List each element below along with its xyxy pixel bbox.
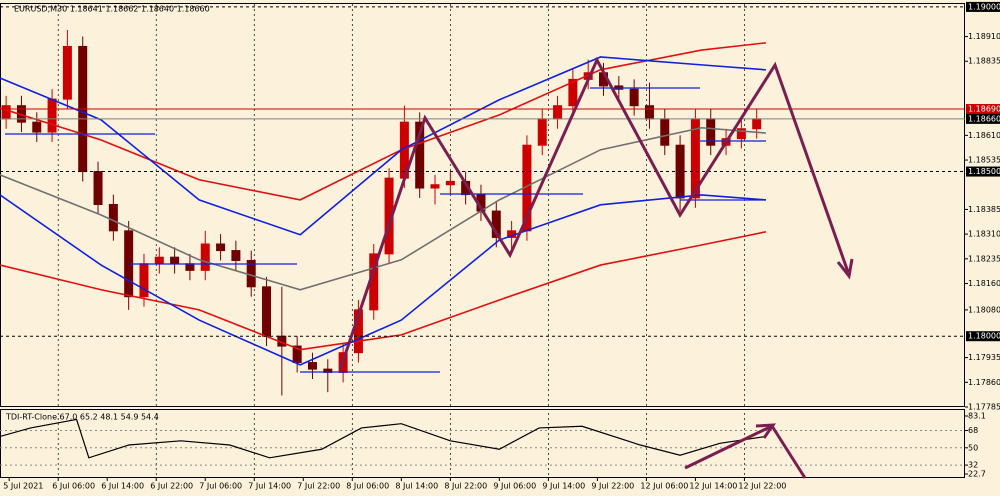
candle-body xyxy=(185,263,195,271)
price-tag xyxy=(966,331,1000,342)
x-tick-label: 7 Jul 22:00 xyxy=(297,482,340,491)
blue-levels xyxy=(5,87,766,373)
candle-body xyxy=(139,263,149,298)
candle-body xyxy=(415,121,425,189)
price-tag-label: 1.19000 xyxy=(968,2,1000,11)
price-tag xyxy=(966,103,1000,114)
candle-body xyxy=(568,78,578,107)
y-tick-label: 1.18235 xyxy=(968,254,1000,263)
y-tick-label: 32 xyxy=(968,461,978,470)
plot-layer xyxy=(0,4,965,477)
x-tick-label: 7 Jul 14:00 xyxy=(248,482,291,491)
candle-body xyxy=(644,105,654,120)
candle-body xyxy=(170,256,180,265)
y-tick-label: 1.17785 xyxy=(968,403,1000,412)
symbol-header: EURUSD,M30 1.18641 1.18662 1.18640 1.186… xyxy=(14,5,210,14)
arrow-head xyxy=(836,258,854,280)
y-tick-label: 1.18910 xyxy=(968,32,1000,41)
candle-body xyxy=(736,128,746,140)
candle-body xyxy=(262,286,272,337)
overlay-line xyxy=(0,194,766,366)
y-tick-label: 1.17935 xyxy=(968,353,1000,362)
y-tick-label: 1.18080 xyxy=(968,305,1000,314)
x-tick-label: 9 Jul 06:00 xyxy=(493,482,536,491)
candle-body xyxy=(62,45,72,100)
overlay-line xyxy=(0,56,766,236)
y-tick-label: 22.7 xyxy=(968,470,986,479)
x-tick-label: 6 Jul 22:00 xyxy=(150,482,193,491)
price-tag xyxy=(966,166,1000,177)
y-tick-label: 1.18535 xyxy=(968,156,1000,165)
y-tick-label: 50 xyxy=(968,443,978,452)
y-tick-label: 1.18160 xyxy=(968,279,1000,288)
candle-body xyxy=(231,250,241,261)
y-tick-label: 1.18610 xyxy=(968,131,1000,140)
y-tick-label: 1.18385 xyxy=(968,205,1000,214)
x-tick-label: 8 Jul 14:00 xyxy=(395,482,438,491)
x-tick-label: 7 Jul 06:00 xyxy=(199,482,242,491)
x-tick-label: 6 Jul 14:00 xyxy=(101,482,144,491)
candle-body xyxy=(752,118,762,130)
y-tick-label: 1.18835 xyxy=(968,57,1000,66)
main-panel-frame xyxy=(0,3,965,407)
candle-body xyxy=(307,362,317,370)
zigzag-annotation xyxy=(338,56,854,479)
price-tag-label: 1.18500 xyxy=(968,167,1000,176)
candle-body xyxy=(445,180,455,186)
x-tick-label: 8 Jul 06:00 xyxy=(346,482,389,491)
x-tick-label: 9 Jul 22:00 xyxy=(591,482,634,491)
y-tick-label: 68 xyxy=(968,426,978,435)
indicator-line xyxy=(0,418,766,459)
candle-body xyxy=(216,243,226,252)
candle-body xyxy=(553,105,563,120)
price-tag-label: 1.18000 xyxy=(968,332,1000,341)
price-tag-label: 1.18660 xyxy=(968,114,1000,123)
candle-body xyxy=(47,98,57,133)
x-tick-label: 12 Jul 14:00 xyxy=(689,482,737,491)
x-tick-label: 6 Jul 06:00 xyxy=(52,482,95,491)
candle-body xyxy=(292,345,302,364)
candle-body xyxy=(660,118,670,146)
zigzag-line xyxy=(338,56,850,371)
x-tick-label: 5 Jul 2021 xyxy=(3,482,43,491)
candle-body xyxy=(537,118,547,146)
indicator-panel-frame xyxy=(0,409,965,478)
x-tick-label: 12 Jul 22:00 xyxy=(738,482,786,491)
y-tick-label: 1.17860 xyxy=(968,378,1000,387)
candle-body xyxy=(154,256,164,265)
candle-body xyxy=(93,171,103,205)
y-tick-label: 83.1 xyxy=(968,412,986,421)
overlay-line xyxy=(0,126,766,291)
candle-body xyxy=(32,121,42,133)
x-tick-label: 8 Jul 22:00 xyxy=(444,482,487,491)
indicator-title: TDI-RT-Clone 67.0 65.2 48.1 54.9 54.4 xyxy=(5,413,159,422)
candle-body xyxy=(200,243,210,271)
overlay-line xyxy=(0,231,767,351)
price-tag xyxy=(966,113,1000,124)
candle-body xyxy=(1,105,11,120)
arrow-head xyxy=(755,423,776,439)
y-tick-label: 1.18310 xyxy=(968,230,1000,239)
candle-body xyxy=(430,184,440,189)
price-tag-label: 1.18690 xyxy=(968,104,1000,113)
price-tag xyxy=(966,1,1000,12)
candle-body xyxy=(108,203,118,232)
x-tick-label: 9 Jul 14:00 xyxy=(542,482,585,491)
x-tick-label: 12 Jul 06:00 xyxy=(640,482,688,491)
candle-body xyxy=(629,88,639,107)
